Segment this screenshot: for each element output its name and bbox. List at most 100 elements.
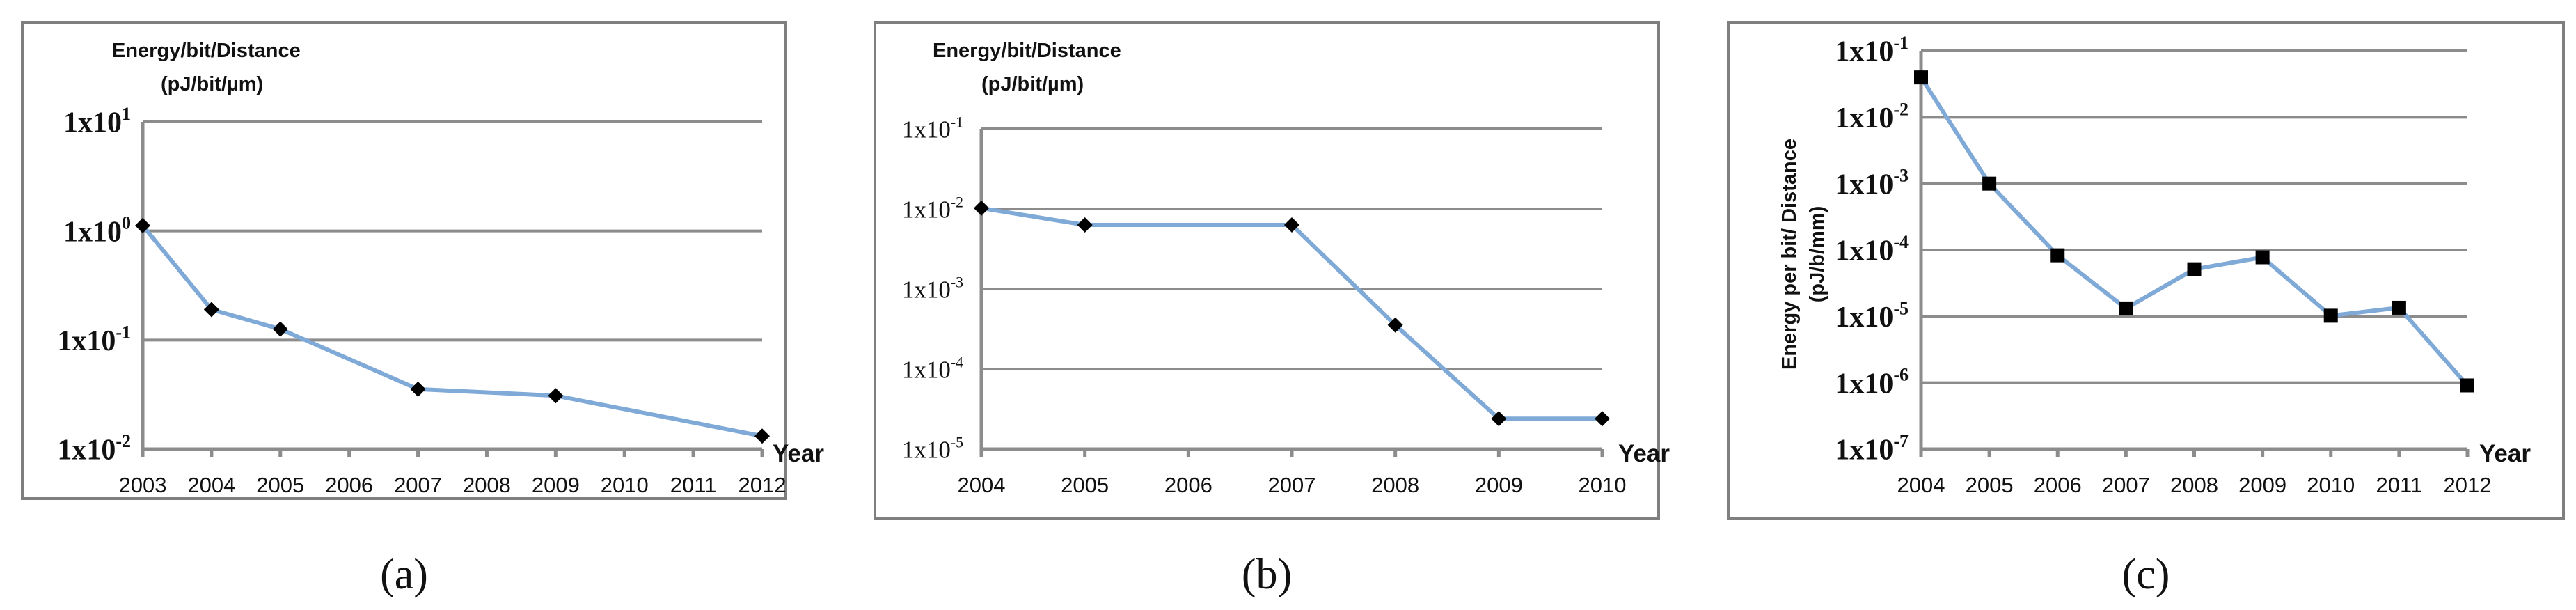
data-point <box>2392 300 2406 315</box>
y-tick-base: 1x10 <box>57 435 116 467</box>
x-tick-label: 2005 <box>1966 473 2014 497</box>
panel-caption: (a) <box>380 551 428 598</box>
data-point <box>2050 248 2065 263</box>
data-point <box>754 428 770 444</box>
y-axis-label: Energy/bit/Distance <box>112 40 301 62</box>
x-tick-label: 2011 <box>2376 473 2423 497</box>
x-axis-label: Year <box>1618 440 1670 467</box>
x-axis-label: Year <box>773 440 824 467</box>
y-tick-label: 1x101 <box>63 104 131 139</box>
y-tick-exponent: -2 <box>1893 99 1909 119</box>
x-tick-label: 2007 <box>394 473 442 497</box>
y-tick-label: 1x10-2 <box>57 431 131 467</box>
y-tick-base: 1x10 <box>63 107 122 139</box>
data-point <box>410 381 426 397</box>
data-point <box>2255 250 2270 265</box>
x-tick-label: 2007 <box>1268 473 1316 497</box>
y-tick-exponent: -1 <box>1893 33 1909 53</box>
y-tick-label: 1x10-1 <box>57 322 131 357</box>
y-tick-base: 1x10 <box>1835 435 1893 467</box>
x-tick-label: 2006 <box>325 473 373 497</box>
data-point <box>2323 308 2338 323</box>
data-point <box>1491 411 1507 427</box>
x-tick-label: 2008 <box>1371 473 1419 497</box>
x-tick-label: 2006 <box>1164 473 1212 497</box>
y-tick-exponent: 1 <box>122 104 131 124</box>
y-tick-exponent: -5 <box>951 435 963 451</box>
y-tick-exponent: -3 <box>951 274 963 291</box>
y-tick-base: 1x10 <box>902 276 951 303</box>
y-tick-base: 1x10 <box>1835 302 1893 334</box>
y-tick-label: 1x10-3 <box>1835 166 1909 201</box>
data-point <box>1077 217 1093 233</box>
y-tick-base: 1x10 <box>902 356 951 383</box>
data-point <box>2187 262 2202 276</box>
y-tick-exponent: -1 <box>951 114 963 131</box>
y-tick-exponent: -2 <box>951 194 963 211</box>
x-tick-label: 2006 <box>2034 473 2082 497</box>
y-tick-label: 1x10-4 <box>902 354 963 384</box>
y-tick-label: 1x10-2 <box>1835 99 1909 134</box>
x-tick-label: 2009 <box>1475 473 1523 497</box>
chart-panel-c: 1x10-11x10-21x10-31x10-41x10-51x10-61x10… <box>1727 21 2565 520</box>
x-tick-label: 2005 <box>256 473 304 497</box>
x-tick-label: 2010 <box>601 473 649 497</box>
y-tick-base: 1x10 <box>1835 102 1893 134</box>
panel-frame <box>1727 21 2565 520</box>
x-tick-label: 2008 <box>2170 473 2218 497</box>
y-tick-base: 1x10 <box>1835 36 1893 68</box>
y-tick-exponent: -1 <box>116 322 131 342</box>
y-tick-label: 1x10-3 <box>902 274 963 304</box>
panel-frame <box>874 21 1660 520</box>
y-tick-base: 1x10 <box>902 116 951 143</box>
y-tick-label: 1x10-5 <box>902 435 963 464</box>
y-axis-label: Energy/bit/Distance <box>933 40 1121 62</box>
y-tick-label: 1x10-1 <box>1835 33 1909 68</box>
y-axis-label-units: (pJ/b/mm) <box>1806 206 1828 303</box>
x-tick-label: 2008 <box>463 473 511 497</box>
y-tick-exponent: -4 <box>1893 232 1909 252</box>
y-tick-label: 1x10-7 <box>1835 431 1909 467</box>
y-tick-label: 1x100 <box>63 213 131 249</box>
x-tick-label: 2004 <box>958 473 1006 497</box>
y-tick-exponent: -4 <box>951 354 963 371</box>
y-tick-base: 1x10 <box>1835 368 1893 400</box>
data-point <box>272 321 288 337</box>
data-point <box>548 388 564 404</box>
x-tick-label: 2010 <box>1579 473 1627 497</box>
data-point <box>1914 70 1928 85</box>
data-point <box>2119 301 2133 315</box>
y-tick-exponent: -7 <box>1893 431 1909 451</box>
series-line <box>141 224 763 439</box>
y-tick-label: 1x10-2 <box>902 194 963 224</box>
data-point <box>135 217 150 233</box>
y-tick-exponent: -3 <box>1893 166 1909 186</box>
x-tick-label: 2010 <box>2307 473 2355 497</box>
x-tick-label: 2011 <box>670 473 717 497</box>
x-tick-label: 2009 <box>2238 473 2286 497</box>
x-tick-label: 2004 <box>1897 473 1945 497</box>
y-tick-label: 1x10-1 <box>902 114 963 143</box>
y-tick-label: 1x10-5 <box>1835 298 1909 334</box>
x-tick-label: 2012 <box>738 473 787 497</box>
y-tick-base: 1x10 <box>1835 169 1893 201</box>
y-tick-base: 1x10 <box>1835 235 1893 267</box>
series-line <box>981 205 1602 421</box>
panel-caption: (c) <box>2122 551 2170 598</box>
x-tick-label: 2004 <box>187 473 235 497</box>
data-point <box>1387 317 1403 333</box>
y-tick-exponent: -6 <box>1893 365 1909 385</box>
data-point <box>1982 176 1997 191</box>
y-tick-exponent: -5 <box>1893 298 1909 318</box>
x-tick-label: 2005 <box>1061 473 1109 497</box>
data-point <box>974 200 989 216</box>
y-tick-label: 1x10-4 <box>1835 232 1909 267</box>
panel-caption: (b) <box>1242 551 1292 598</box>
data-point <box>1284 217 1299 233</box>
panel-frame <box>21 21 787 500</box>
x-tick-label: 2012 <box>2444 473 2492 497</box>
x-tick-label: 2009 <box>532 473 580 497</box>
data-point <box>203 302 219 318</box>
